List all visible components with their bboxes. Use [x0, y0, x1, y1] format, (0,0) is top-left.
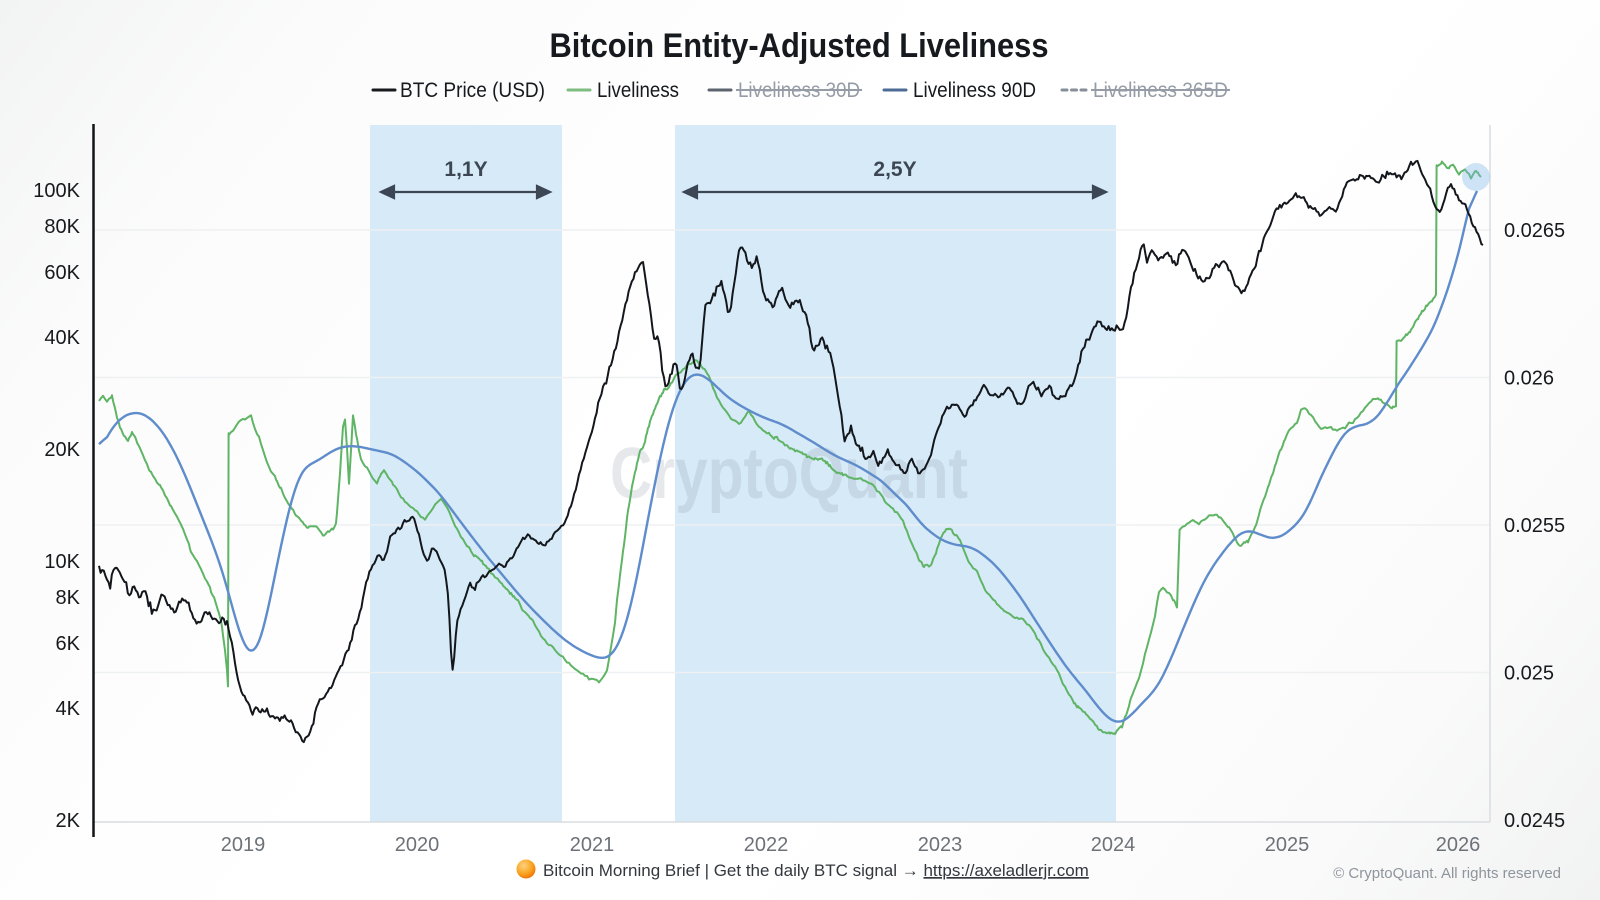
svg-text:2025: 2025: [1265, 834, 1310, 856]
svg-text:2022: 2022: [744, 834, 789, 856]
svg-text:80K: 80K: [44, 216, 80, 238]
svg-text:2,5Y: 2,5Y: [873, 158, 916, 181]
svg-text:BTC Price (USD): BTC Price (USD): [400, 79, 545, 102]
svg-text:2020: 2020: [395, 834, 440, 856]
svg-text:2026: 2026: [1436, 834, 1481, 856]
svg-text:0.0255: 0.0255: [1504, 515, 1565, 537]
svg-text:2019: 2019: [221, 834, 266, 856]
svg-text:0.025: 0.025: [1504, 663, 1554, 685]
svg-text:100K: 100K: [33, 180, 80, 202]
svg-text:Bitcoin Morning Brief | Get th: Bitcoin Morning Brief | Get the daily BT…: [543, 861, 1089, 880]
svg-text:0.0245: 0.0245: [1504, 810, 1565, 832]
svg-text:2024: 2024: [1091, 834, 1136, 856]
svg-text:10K: 10K: [44, 551, 80, 573]
svg-text:0.0265: 0.0265: [1504, 220, 1565, 242]
svg-text:4K: 4K: [56, 698, 81, 720]
svg-text:0.026: 0.026: [1504, 368, 1554, 390]
svg-text:© CryptoQuant. All rights rese: © CryptoQuant. All rights reserved: [1333, 865, 1561, 882]
svg-text:Bitcoin Entity-Adjusted Liveli: Bitcoin Entity-Adjusted Liveliness: [550, 27, 1049, 65]
svg-text:Liveliness 90D: Liveliness 90D: [913, 79, 1036, 102]
svg-text:2023: 2023: [918, 834, 963, 856]
svg-text:40K: 40K: [44, 327, 80, 349]
svg-text:1,1Y: 1,1Y: [444, 158, 487, 181]
svg-text:6K: 6K: [56, 633, 81, 655]
svg-text:2K: 2K: [56, 810, 81, 832]
svg-text:20K: 20K: [44, 439, 80, 461]
svg-text:60K: 60K: [44, 262, 80, 284]
svg-text:2021: 2021: [570, 834, 615, 856]
svg-text:8K: 8K: [56, 587, 81, 609]
svg-text:Liveliness: Liveliness: [597, 79, 679, 102]
